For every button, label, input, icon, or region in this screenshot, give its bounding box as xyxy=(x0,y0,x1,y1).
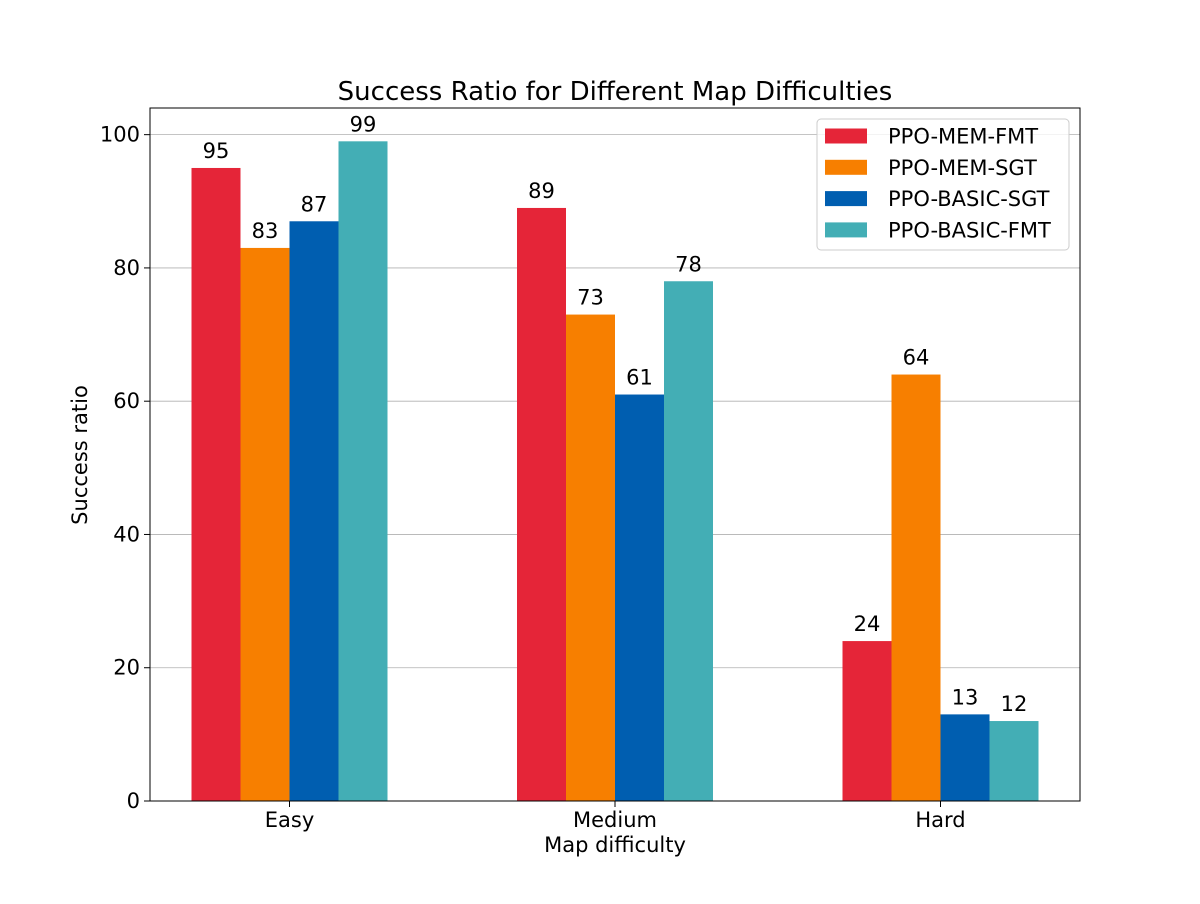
data-label: 24 xyxy=(854,612,881,636)
y-tick-label: 20 xyxy=(113,656,140,680)
bar-ppo-mem-sgt-easy xyxy=(240,247,290,802)
y-axis-label: Success ratio xyxy=(68,385,92,525)
bar-ppo-basic-fmt-hard xyxy=(989,721,1039,801)
legend: PPO-MEM-FMT PPO-MEM-SGT PPO-BASIC-SGT PPO-B… xyxy=(816,118,1070,251)
data-labels: 95 83 87 99 89 73 61 78 24 64 13 12 xyxy=(203,112,1028,716)
legend-label-ppo-basic-fmt: PPO-BASIC-FMT xyxy=(888,218,1051,242)
bar-ppo-mem-fmt-easy xyxy=(191,167,241,801)
x-tick-label: Easy xyxy=(265,808,315,832)
bar-ppo-mem-fmt-hard xyxy=(842,641,892,801)
data-label: 95 xyxy=(203,139,230,163)
data-label: 83 xyxy=(252,219,279,243)
y-tick-label: 80 xyxy=(113,256,140,280)
bar-ppo-basic-sgt-medium xyxy=(615,394,664,801)
data-label: 13 xyxy=(952,685,979,709)
data-label: 87 xyxy=(301,192,328,216)
data-label: 78 xyxy=(675,252,702,276)
axes: 0 20 40 60 80 100 Easy Medium Hard xyxy=(100,107,1081,832)
data-label: 12 xyxy=(1001,692,1028,716)
bar-ppo-basic-sgt-hard xyxy=(940,714,990,801)
y-tick-label: 100 xyxy=(100,123,140,147)
bar-ppo-basic-sgt-easy xyxy=(289,221,339,802)
legend-swatch-ppo-basic-fmt xyxy=(825,222,867,238)
bar-ppo-mem-sgt-medium xyxy=(566,314,615,801)
chart-title: Success Ratio for Different Map Difficul… xyxy=(338,77,893,107)
bar-ppo-basic-fmt-easy xyxy=(338,141,388,801)
data-label: 99 xyxy=(350,112,377,136)
legend-label-ppo-basic-sgt: PPO-BASIC-SGT xyxy=(888,187,1050,211)
y-tick-label: 0 xyxy=(127,789,140,813)
data-label: 64 xyxy=(903,346,930,370)
x-axis-label: Map difficulty xyxy=(544,833,686,857)
legend-swatch-ppo-mem-sgt xyxy=(825,159,867,175)
legend-label-ppo-mem-sgt: PPO-MEM-SGT xyxy=(888,156,1037,180)
bar-ppo-mem-sgt-hard xyxy=(891,374,941,801)
legend-swatch-ppo-mem-fmt xyxy=(825,128,867,144)
data-label: 61 xyxy=(626,366,653,390)
y-tick-label: 60 xyxy=(113,389,140,413)
bar-ppo-basic-fmt-medium xyxy=(664,281,713,801)
y-tick-label: 40 xyxy=(113,522,140,546)
x-tick-label: Hard xyxy=(915,808,965,832)
legend-box xyxy=(816,118,1070,251)
bar-ppo-mem-fmt-medium xyxy=(517,207,566,802)
legend-label-ppo-mem-fmt: PPO-MEM-FMT xyxy=(888,125,1038,149)
data-label: 89 xyxy=(528,179,555,203)
data-label: 73 xyxy=(577,286,604,310)
bars xyxy=(191,141,1039,802)
x-tick-label: Medium xyxy=(573,808,657,832)
legend-swatch-ppo-basic-sgt xyxy=(825,191,867,207)
